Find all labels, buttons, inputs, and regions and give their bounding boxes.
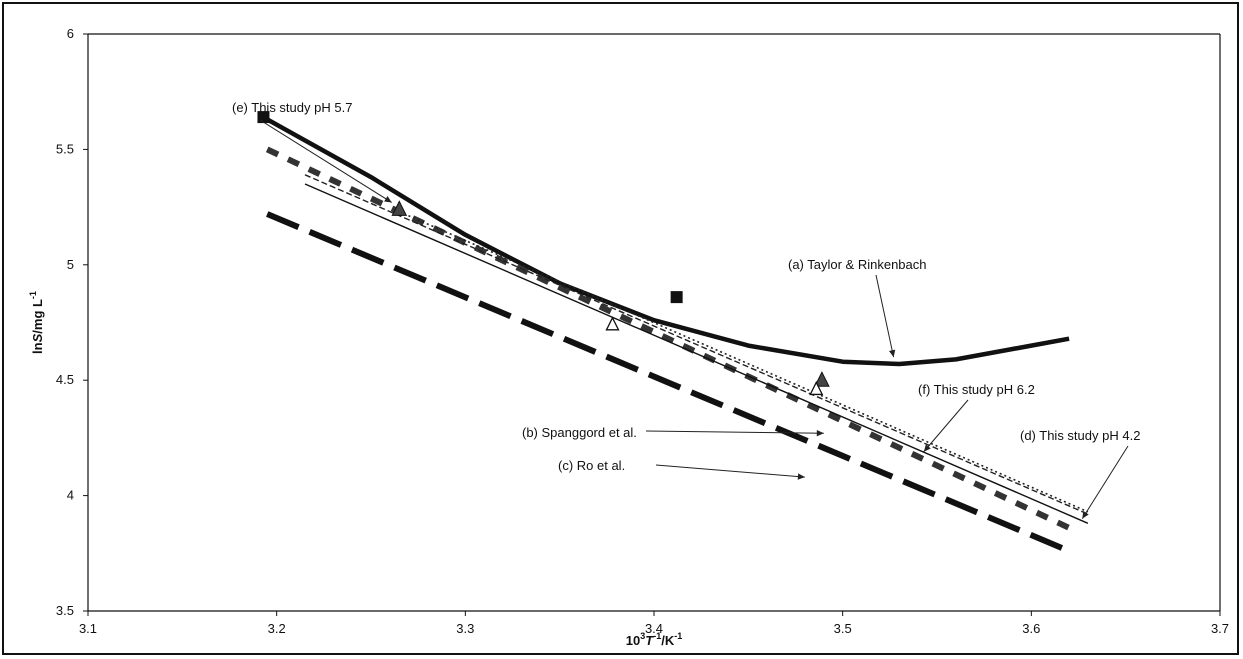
series-line-d — [304, 183, 1089, 524]
annotation-arrowhead — [1082, 511, 1089, 519]
open-triangle-marker — [605, 316, 620, 331]
y-tick-label: 5.5 — [56, 141, 74, 156]
y-axis-title-ital: S — [30, 333, 45, 342]
x-tick-label: 3.4 — [645, 621, 663, 636]
x-axis-title: 103T-1/K-1 — [626, 631, 682, 648]
y-tick-label: 3.5 — [56, 603, 74, 618]
series-layer — [265, 117, 1089, 554]
annotation-arrow — [1081, 445, 1129, 519]
annotation-arrow — [259, 119, 393, 203]
filled-triangle-marker — [391, 200, 408, 216]
annotation-label: (a) Taylor & Rinkenbach — [788, 257, 927, 272]
axis-ticks: 3.1 3.2 3.3 3.4 3.5 3.6 3.7 3.5 4 4.5 5 5.5 6 — [56, 26, 1229, 636]
open-triangle-marker — [809, 380, 824, 396]
y-tick-label: 4.5 — [56, 372, 74, 387]
x-tick-label: 3.5 — [834, 621, 852, 636]
square-marker — [670, 291, 683, 304]
annotation-label: (e) This study pH 5.7 — [232, 100, 352, 115]
annotation-arrow — [645, 430, 824, 434]
annotation-arrow — [923, 399, 969, 453]
annotation-label: (d) This study pH 4.2 — [1020, 428, 1140, 443]
annotation-arrow — [655, 464, 805, 478]
y-axis-title: lnS/mg L-1 — [28, 291, 45, 354]
series-line-e — [304, 174, 1089, 515]
series-line-b — [265, 146, 1071, 531]
x-axis-title-sup1: 3 — [640, 631, 645, 641]
annotation-label: (f) This study pH 6.2 — [918, 382, 1035, 397]
x-axis-title-sup2: -1 — [653, 631, 661, 641]
series-line-c — [266, 211, 1071, 554]
x-tick-label: 3.3 — [456, 621, 474, 636]
y-axis-title-pre: ln — [30, 342, 45, 354]
annotation-arrowhead — [384, 196, 392, 203]
x-axis-title-tail: /K — [661, 633, 675, 648]
x-axis-title-ital: T — [645, 633, 654, 648]
y-axis-title-tail: /mg L — [30, 299, 45, 334]
annotations-layer: (e) This study pH 5.7 (a) Taylor & Rinken… — [232, 100, 1140, 519]
x-tick-label: 3.7 — [1211, 621, 1229, 636]
annotation-arrowhead — [923, 444, 931, 452]
series-line-f — [398, 210, 1089, 513]
y-axis-title-sup: -1 — [28, 291, 38, 299]
annotation-label: (c) Ro et al. — [558, 458, 625, 473]
x-tick-label: 3.1 — [79, 621, 97, 636]
annotation-arrowhead — [816, 429, 824, 437]
y-tick-label: 5 — [67, 257, 74, 272]
annotation-arrow — [875, 274, 895, 358]
x-tick-label: 3.2 — [268, 621, 286, 636]
y-tick-label: 4 — [67, 488, 74, 503]
annotation-arrowhead — [889, 349, 896, 358]
points-layer — [257, 111, 830, 396]
y-tick-label: 6 — [67, 26, 74, 41]
filled-triangle-marker — [814, 371, 830, 387]
annotation-label: (b) Spanggord et al. — [522, 425, 637, 440]
annotation-arrowhead — [797, 473, 805, 480]
x-tick-label: 3.6 — [1022, 621, 1040, 636]
x-axis-title-sup3: -1 — [674, 631, 682, 641]
x-axis-title-main: 10 — [626, 633, 640, 648]
series-line-a — [266, 117, 1070, 367]
